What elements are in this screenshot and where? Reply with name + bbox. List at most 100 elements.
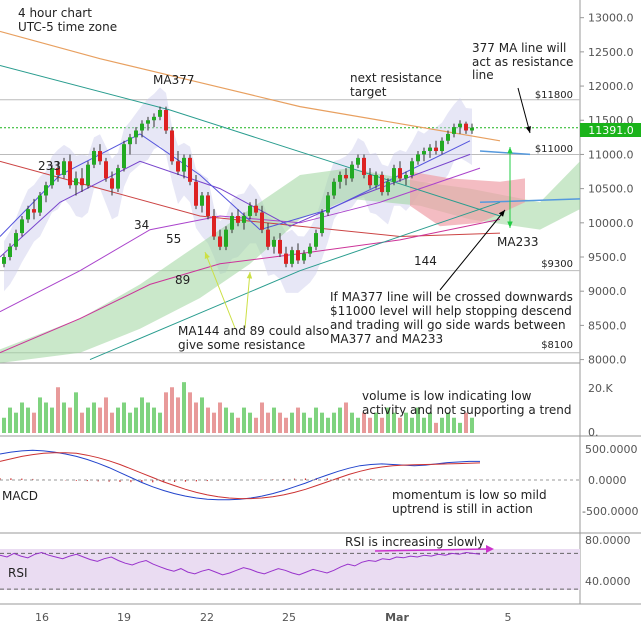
price-tick: 9500.0 — [588, 251, 627, 264]
volume-bar — [284, 417, 288, 433]
note-rsi: RSI is increasing slowly — [345, 535, 484, 549]
candle-body — [248, 205, 252, 216]
volume-bar — [92, 402, 96, 433]
rsi-arrow — [374, 548, 489, 552]
candle-body — [308, 246, 312, 254]
volume-bar — [242, 407, 246, 433]
candle-body — [374, 174, 378, 186]
volume-bar — [380, 417, 384, 433]
candle-body — [212, 215, 216, 237]
volume-bar — [188, 392, 192, 433]
current-price-text: 11391.0 — [588, 124, 634, 137]
candle-body — [140, 123, 144, 131]
volume-bar — [254, 417, 258, 433]
candle-body — [290, 250, 294, 264]
candle-body — [218, 236, 222, 247]
rsi-label: RSI — [8, 566, 28, 580]
volume-bar — [200, 397, 204, 433]
volume-bar — [332, 412, 336, 433]
arrow-head — [525, 126, 531, 133]
volume-bar — [104, 397, 108, 433]
arrow-head — [507, 221, 513, 228]
price-tick: 12000.0 — [588, 80, 634, 93]
volume-bar — [26, 407, 30, 433]
level-11800: $11800 — [535, 90, 573, 101]
volume-bar — [458, 422, 462, 433]
candle-body — [428, 147, 432, 152]
volume-bar — [194, 402, 198, 433]
ma55-line — [0, 153, 471, 258]
volume-bar — [302, 412, 306, 433]
level-9300: $9300 — [541, 259, 573, 270]
volume-bar — [320, 412, 324, 433]
candle-body — [272, 239, 276, 247]
volume-bar — [98, 407, 102, 433]
candle-body — [50, 168, 54, 186]
macd-tick-neg500: -500.0000 — [582, 505, 638, 518]
note-ma-resist-1: MA144 and 89 could also — [178, 324, 329, 338]
ichimoku-cloud — [0, 87, 580, 363]
volume-bar — [278, 412, 282, 433]
candle-body — [416, 154, 420, 162]
ma377-projection — [479, 150, 531, 156]
volume-bar — [2, 417, 6, 433]
candle-body — [284, 253, 288, 264]
ma89-label: 89 — [175, 273, 190, 287]
volume-bar — [224, 407, 228, 433]
rsi-arrow-head — [486, 545, 494, 553]
candle-body — [338, 174, 342, 182]
candle-body — [320, 212, 324, 234]
annotation-arrow — [244, 271, 251, 329]
candle-body — [404, 174, 408, 179]
rsi-line — [0, 551, 481, 576]
volume-bar — [134, 407, 138, 433]
ma89-line — [0, 167, 481, 313]
vol-tick-20k: 20.K — [588, 382, 613, 395]
volume-bar — [422, 417, 426, 433]
price-tick: 8000.0 — [588, 354, 627, 367]
macd-tick-0: 0.0000 — [588, 474, 627, 487]
grid — [0, 99, 580, 354]
candle-body — [266, 229, 270, 247]
candle-body — [452, 127, 456, 134]
volume-bar — [206, 407, 210, 433]
volume-bar — [152, 407, 156, 433]
volume-bar — [452, 417, 456, 433]
candle-body — [20, 219, 24, 234]
candle-body — [386, 181, 390, 193]
volume-bar — [446, 412, 450, 433]
candle-body — [458, 123, 462, 128]
candle-body — [422, 151, 426, 155]
candle-body — [86, 164, 90, 186]
current-price-badge: 11391.0 — [580, 123, 641, 137]
candle-body — [296, 250, 300, 261]
cloud-red — [410, 171, 525, 227]
macd-panel — [0, 449, 580, 501]
candle-body — [32, 209, 36, 213]
volume-bar — [128, 412, 132, 433]
x-axis: 16 19 22 25 Mar 5 — [35, 611, 512, 624]
price-tick: 12500.0 — [588, 46, 634, 59]
candle-body — [110, 178, 114, 189]
candle-body — [128, 137, 132, 145]
macd-label: MACD — [2, 489, 38, 503]
xtick-16: 16 — [35, 611, 49, 624]
candle-body — [116, 168, 120, 189]
candle-body — [224, 229, 228, 247]
volume-bar — [68, 407, 72, 433]
level-8100: $8100 — [541, 340, 573, 351]
volume-bar — [140, 397, 144, 433]
price-tick: 8500.0 — [588, 319, 627, 332]
candle-body — [254, 205, 258, 213]
note-volume-1: volume is low indicating low — [362, 389, 532, 403]
volume-bar — [404, 412, 408, 433]
note-resistance-1: 377 MA line will — [472, 41, 566, 55]
candle-body — [44, 185, 48, 196]
volume-bar — [260, 402, 264, 433]
volume-bar — [428, 412, 432, 433]
rsi-panel — [0, 545, 580, 590]
volume-bar — [326, 417, 330, 433]
rsi-band — [0, 549, 580, 590]
volume-bar — [170, 387, 174, 433]
